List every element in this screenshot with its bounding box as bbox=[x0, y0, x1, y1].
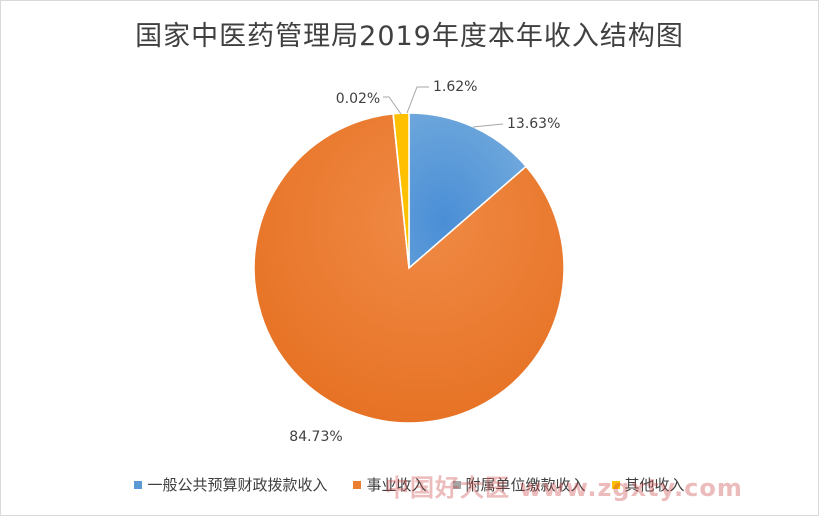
data-label-4: 1.62% bbox=[433, 79, 477, 95]
legend-swatch bbox=[611, 480, 620, 489]
legend-item-4: 其他收入 bbox=[611, 474, 685, 495]
chart-legend: 一般公共预算财政拨款收入 事业收入 附属单位缴款收入 其他收入 bbox=[0, 474, 819, 495]
leader-line-4 bbox=[406, 86, 429, 114]
legend-item-3: 附属单位缴款收入 bbox=[452, 474, 586, 495]
watermark: 中国好大医 www.zgxty.com bbox=[385, 474, 743, 502]
chart-title: 国家中医药管理局2019年度本年收入结构图 bbox=[135, 21, 684, 52]
pie-slice-4 bbox=[392, 112, 410, 269]
leader-line-3 bbox=[383, 96, 402, 115]
data-label-2: 84.73% bbox=[289, 429, 342, 445]
pie-slice-2 bbox=[253, 112, 565, 424]
leader-line-1 bbox=[472, 123, 504, 128]
legend-swatch bbox=[353, 480, 362, 489]
data-label-1: 13.63% bbox=[507, 116, 560, 132]
legend-swatch bbox=[134, 480, 143, 489]
data-label-3: 0.02% bbox=[336, 91, 380, 107]
legend-label: 事业收入 bbox=[366, 476, 427, 494]
legend-item-2: 事业收入 bbox=[353, 474, 427, 495]
legend-label: 附属单位缴款收入 bbox=[465, 476, 586, 494]
legend-label: 其他收入 bbox=[624, 476, 685, 494]
legend-label: 一般公共预算财政拨款收入 bbox=[147, 476, 328, 494]
legend-swatch bbox=[452, 480, 461, 489]
legend-item-1: 一般公共预算财政拨款收入 bbox=[134, 474, 327, 495]
